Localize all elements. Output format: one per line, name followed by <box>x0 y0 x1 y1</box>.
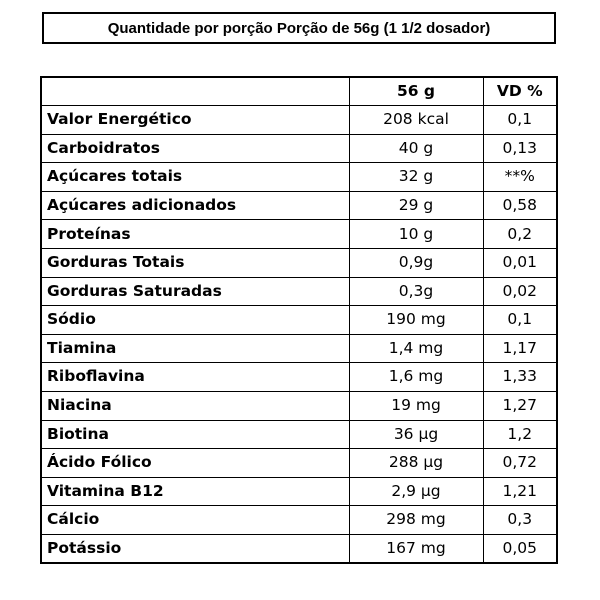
header-cell-amount: 56 g <box>348 76 484 107</box>
daily-value-cell: 1,21 <box>482 476 558 507</box>
daily-value-cell: 1,2 <box>482 419 558 450</box>
table-row: Vitamina B12 2,9 µg 1,21 <box>40 476 558 507</box>
table-header-row: 56 g VD % <box>40 76 558 107</box>
serving-size-title: Quantidade por porção Porção de 56g (1 1… <box>107 19 491 37</box>
amount-cell: 1,6 mg <box>348 362 484 393</box>
daily-value-cell: 0,1 <box>482 105 558 135</box>
nutrient-name-cell: Carboidratos <box>40 133 350 164</box>
amount-cell: 40 g <box>348 133 484 164</box>
amount-cell: 32 g <box>348 162 484 192</box>
daily-value-cell: 0,3 <box>482 505 558 535</box>
amount-cell: 298 mg <box>348 505 484 535</box>
amount-cell: 208 kcal <box>348 105 484 135</box>
nutrient-name-cell: Vitamina B12 <box>40 476 350 507</box>
nutrient-name-cell: Riboflavina <box>40 362 350 393</box>
table-row: Carboidratos 40 g 0,13 <box>40 133 558 164</box>
amount-cell: 10 g <box>348 219 484 250</box>
amount-cell: 1,4 mg <box>348 333 484 364</box>
nutrient-name-cell: Gorduras Saturadas <box>40 276 350 307</box>
amount-cell: 0,9g <box>348 248 484 278</box>
nutrient-name-cell: Açúcares totais <box>40 162 350 192</box>
daily-value-cell: 0,01 <box>482 248 558 278</box>
nutrient-name-cell: Gorduras Totais <box>40 248 350 278</box>
nutrient-name-cell: Tiamina <box>40 333 350 364</box>
daily-value-cell: **% <box>482 162 558 192</box>
nutrient-name-cell: Biotina <box>40 419 350 450</box>
daily-value-cell: 1,27 <box>482 391 558 421</box>
nutrient-name-cell: Proteínas <box>40 219 350 250</box>
table-row: Valor Energético 208 kcal 0,1 <box>40 105 558 135</box>
daily-value-cell: 0,58 <box>482 190 558 221</box>
daily-value-cell: 1,33 <box>482 362 558 393</box>
amount-cell: 36 µg <box>348 419 484 450</box>
table-row: Niacina 19 mg 1,27 <box>40 391 558 421</box>
amount-cell: 0,3g <box>348 276 484 307</box>
header-cell-nutrient <box>40 76 350 107</box>
daily-value-cell: 0,05 <box>482 534 558 564</box>
nutrient-name-cell: Valor Energético <box>40 105 350 135</box>
daily-value-cell: 0,02 <box>482 276 558 307</box>
table-row: Gorduras Saturadas 0,3g 0,02 <box>40 276 558 307</box>
amount-cell: 190 mg <box>348 305 484 335</box>
table-row: Cálcio 298 mg 0,3 <box>40 505 558 535</box>
amount-cell: 288 µg <box>348 448 484 478</box>
nutrition-table: 56 g VD % Valor Energético 208 kcal 0,1 Car… <box>40 76 558 565</box>
table-row: Proteínas 10 g 0,2 <box>40 219 558 250</box>
daily-value-cell: 0,72 <box>482 448 558 478</box>
table-row: Sódio 190 mg 0,1 <box>40 305 558 335</box>
daily-value-cell: 0,13 <box>482 133 558 164</box>
amount-cell: 167 mg <box>348 534 484 564</box>
table-row: Açúcares adicionados 29 g 0,58 <box>40 190 558 221</box>
daily-value-cell: 0,1 <box>482 305 558 335</box>
amount-cell: 19 mg <box>348 391 484 421</box>
table-row: Potássio 167 mg 0,05 <box>40 534 558 564</box>
nutrient-name-cell: Sódio <box>40 305 350 335</box>
table-row: Ácido Fólico 288 µg 0,72 <box>40 448 558 478</box>
table-row: Tiamina 1,4 mg 1,17 <box>40 333 558 364</box>
table-row: Gorduras Totais 0,9g 0,01 <box>40 248 558 278</box>
serving-size-header: Quantidade por porção Porção de 56g (1 1… <box>42 12 556 44</box>
amount-cell: 2,9 µg <box>348 476 484 507</box>
daily-value-cell: 1,17 <box>482 333 558 364</box>
nutrient-name-cell: Ácido Fólico <box>40 448 350 478</box>
nutrient-name-cell: Niacina <box>40 391 350 421</box>
table-row: Riboflavina 1,6 mg 1,33 <box>40 362 558 393</box>
table-row: Biotina 36 µg 1,2 <box>40 419 558 450</box>
nutrient-name-cell: Potássio <box>40 534 350 564</box>
daily-value-cell: 0,2 <box>482 219 558 250</box>
amount-cell: 29 g <box>348 190 484 221</box>
nutrient-name-cell: Cálcio <box>40 505 350 535</box>
header-cell-vd: VD % <box>482 76 558 107</box>
table-row: Açúcares totais 32 g **% <box>40 162 558 192</box>
nutrient-name-cell: Açúcares adicionados <box>40 190 350 221</box>
